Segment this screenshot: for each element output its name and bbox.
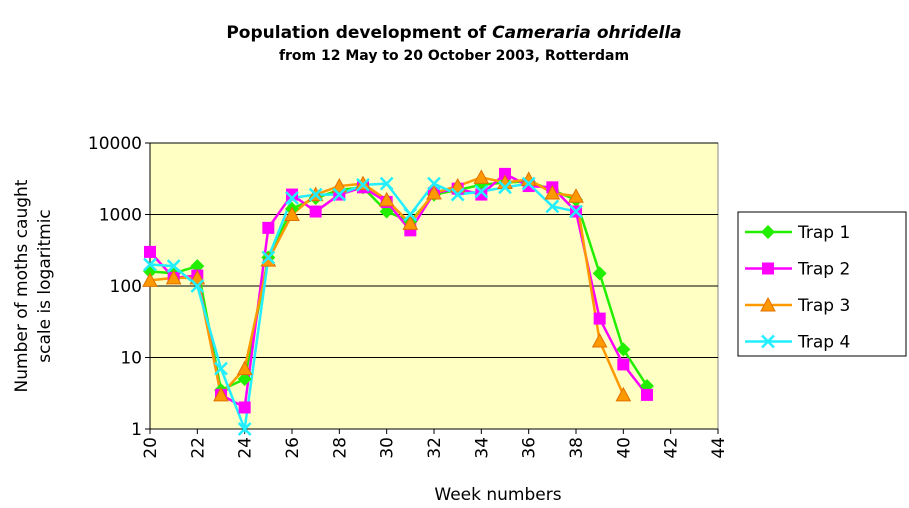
y-tick-label: 1000 [99, 206, 142, 226]
title-species: Cameraria ohridella [492, 23, 681, 43]
x-tick-label: 44 [709, 437, 729, 459]
marker [499, 167, 511, 180]
marker [545, 199, 560, 214]
marker [403, 207, 418, 222]
marker [190, 279, 205, 293]
legend-label: Trap 1 [797, 223, 850, 243]
marker [426, 184, 442, 200]
marker [591, 332, 608, 348]
marker [214, 361, 228, 376]
x-tick-label: 24 [236, 437, 256, 459]
marker [237, 422, 252, 436]
marker [356, 177, 370, 192]
marker [189, 269, 206, 285]
x-tick-label: 40 [614, 437, 634, 459]
marker [593, 312, 606, 325]
x-tick-label: 42 [662, 437, 682, 459]
x-tick-label: 22 [188, 437, 208, 459]
marker [449, 177, 466, 193]
legend-label: Trap 4 [797, 333, 850, 353]
x-tick-label: 34 [472, 437, 492, 459]
marker [761, 334, 775, 349]
marker [309, 205, 322, 218]
marker [475, 188, 488, 201]
marker [450, 187, 465, 202]
marker [762, 262, 774, 275]
y-axis-label: Number of moths caught [12, 179, 32, 392]
marker [568, 188, 584, 203]
x-tick-label: 32 [425, 437, 445, 459]
marker [544, 184, 561, 200]
marker [760, 296, 776, 312]
marker [284, 206, 300, 221]
y-tick-label: 10000 [88, 134, 142, 154]
marker [261, 250, 276, 265]
marker [402, 215, 419, 230]
marker [474, 184, 489, 199]
y-tick-label: 10 [120, 349, 142, 369]
x-tick-label: 36 [520, 437, 540, 459]
marker [308, 187, 323, 202]
y-axis-label: scale is logaritmic [35, 209, 55, 363]
marker [617, 358, 630, 371]
marker [592, 266, 607, 281]
marker [332, 187, 347, 202]
marker [236, 360, 253, 376]
title-text: Population development of [226, 23, 486, 43]
marker [427, 176, 441, 191]
x-tick-label: 28 [330, 437, 350, 459]
marker [761, 225, 775, 239]
marker [615, 386, 632, 402]
marker [165, 269, 182, 285]
marker [569, 204, 583, 219]
x-tick-label: 38 [567, 437, 587, 459]
marker [213, 386, 229, 402]
marker [166, 259, 181, 273]
marker [262, 221, 275, 234]
marker [616, 342, 631, 357]
marker [286, 188, 298, 201]
marker [521, 176, 536, 191]
x-tick-label: 20 [141, 437, 161, 459]
marker [142, 272, 158, 287]
y-tick-label: 100 [110, 277, 142, 297]
marker [331, 177, 348, 193]
x-axis-label: Week numbers [434, 485, 561, 505]
x-tick-label: 30 [378, 437, 398, 459]
chart-title: Population development of Cameraria ohrid… [226, 23, 681, 43]
marker [379, 204, 394, 219]
marker [378, 191, 395, 207]
marker [237, 372, 252, 387]
x-tick-label: 26 [283, 437, 303, 459]
marker [641, 388, 653, 401]
legend-label: Trap 2 [797, 260, 850, 280]
marker [473, 169, 490, 184]
y-tick-label: 1 [131, 420, 142, 440]
legend-label: Trap 3 [797, 296, 850, 316]
marker [285, 191, 299, 205]
marker [379, 176, 394, 191]
chart-subtitle: from 12 May to 20 October 2003, Rotterda… [279, 48, 629, 64]
marker [498, 180, 512, 195]
marker [238, 401, 251, 414]
marker [144, 245, 156, 258]
marker [143, 257, 157, 272]
